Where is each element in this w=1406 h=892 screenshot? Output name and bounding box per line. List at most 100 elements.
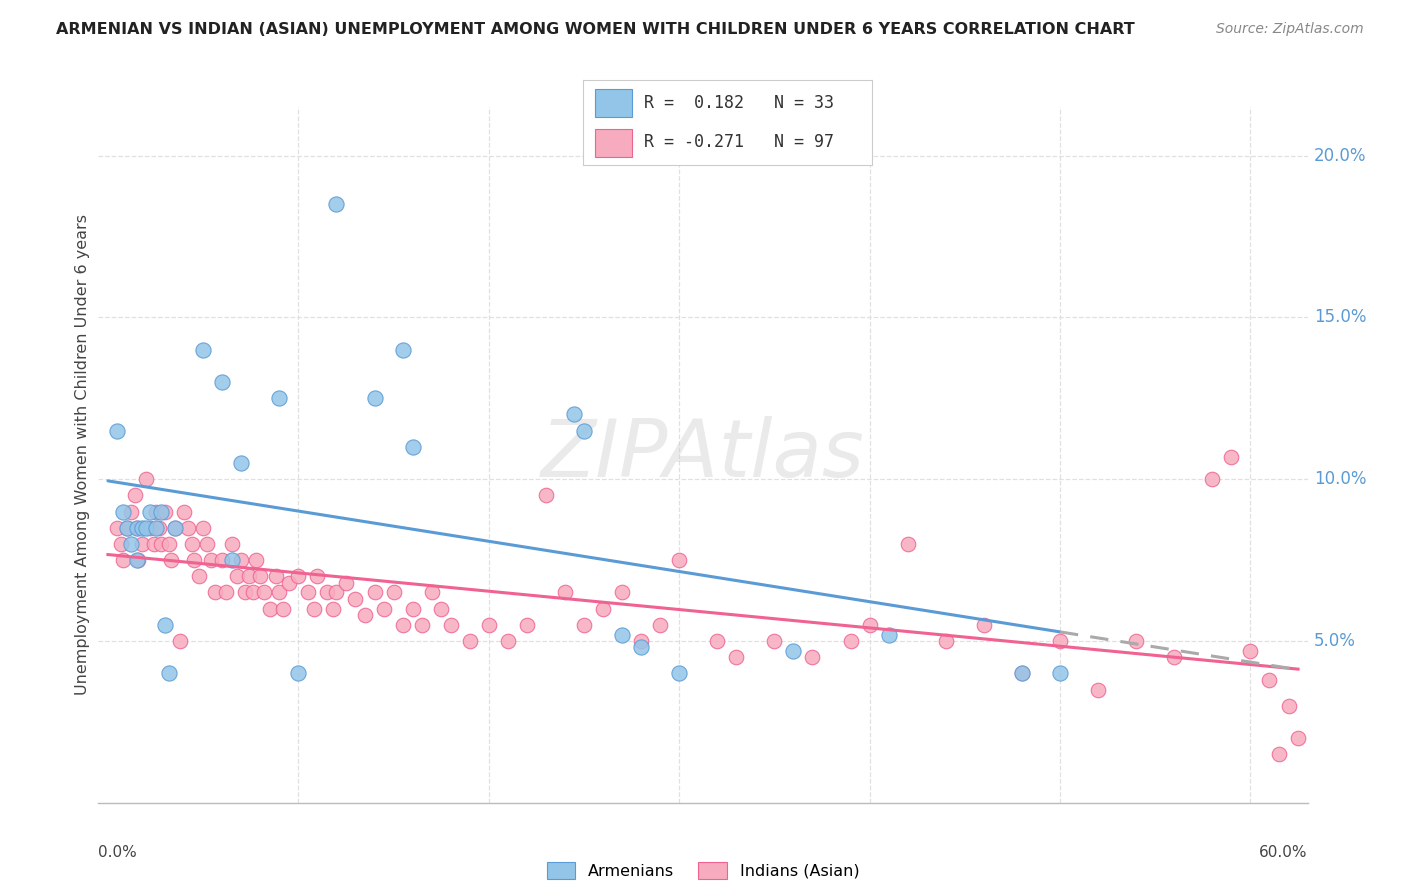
- Point: [322, 601, 344, 615]
- Point: [211, 553, 233, 567]
- Point: [269, 392, 291, 406]
- Point: [1049, 634, 1071, 648]
- Point: [392, 617, 415, 632]
- Text: R =  0.182   N = 33: R = 0.182 N = 33: [644, 94, 834, 112]
- Text: 10.0%: 10.0%: [1313, 470, 1367, 488]
- Point: [191, 521, 214, 535]
- Point: [335, 575, 357, 590]
- Point: [382, 585, 405, 599]
- Point: [125, 521, 148, 535]
- Point: [287, 569, 309, 583]
- Point: [401, 440, 423, 454]
- Point: [127, 553, 149, 567]
- Point: [1268, 747, 1291, 762]
- Point: [897, 537, 920, 551]
- Point: [163, 521, 186, 535]
- Text: ARMENIAN VS INDIAN (ASIAN) UNEMPLOYMENT AMONG WOMEN WITH CHILDREN UNDER 6 YEARS : ARMENIAN VS INDIAN (ASIAN) UNEMPLOYMENT …: [56, 22, 1135, 37]
- Bar: [595, 89, 633, 117]
- Point: [316, 585, 339, 599]
- Point: [233, 585, 256, 599]
- Point: [302, 601, 325, 615]
- Point: [325, 585, 347, 599]
- Point: [238, 569, 260, 583]
- Point: [110, 537, 132, 551]
- Point: [564, 408, 586, 422]
- Text: 0.0%: 0.0%: [98, 845, 138, 860]
- Point: [242, 585, 264, 599]
- Point: [297, 585, 319, 599]
- Point: [269, 585, 291, 599]
- Text: 15.0%: 15.0%: [1313, 309, 1367, 326]
- Point: [221, 553, 243, 567]
- Point: [131, 521, 153, 535]
- Point: [458, 634, 481, 648]
- Point: [534, 488, 557, 502]
- Point: [1049, 666, 1071, 681]
- Point: [145, 504, 167, 518]
- Point: [215, 585, 238, 599]
- Point: [259, 601, 281, 615]
- Point: [1125, 634, 1147, 648]
- Point: [145, 521, 167, 535]
- Point: [115, 521, 138, 535]
- Point: [1087, 682, 1109, 697]
- Point: [183, 553, 205, 567]
- Point: [245, 553, 267, 567]
- Point: [177, 521, 200, 535]
- Point: [112, 553, 135, 567]
- Legend: Armenians, Indians (Asian): Armenians, Indians (Asian): [540, 856, 866, 885]
- Point: [180, 537, 202, 551]
- Point: [572, 617, 595, 632]
- Point: [125, 553, 148, 567]
- Point: [153, 617, 176, 632]
- Point: [163, 521, 186, 535]
- Point: [277, 575, 299, 590]
- Point: [554, 585, 576, 599]
- Point: [1220, 450, 1243, 464]
- Point: [150, 537, 173, 551]
- Point: [706, 634, 728, 648]
- Point: [344, 591, 367, 606]
- Point: [411, 617, 433, 632]
- Text: Source: ZipAtlas.com: Source: ZipAtlas.com: [1216, 22, 1364, 37]
- Point: [610, 627, 633, 641]
- Point: [363, 392, 385, 406]
- Point: [124, 488, 146, 502]
- Point: [630, 640, 652, 655]
- Point: [135, 521, 157, 535]
- Point: [1258, 673, 1281, 687]
- Text: R = -0.271   N = 97: R = -0.271 N = 97: [644, 133, 834, 151]
- Point: [592, 601, 614, 615]
- Point: [877, 627, 900, 641]
- Point: [195, 537, 218, 551]
- Point: [188, 569, 211, 583]
- Point: [430, 601, 453, 615]
- Point: [478, 617, 501, 632]
- Point: [169, 634, 191, 648]
- Point: [725, 650, 748, 665]
- Point: [630, 634, 652, 648]
- Point: [516, 617, 538, 632]
- Point: [859, 617, 882, 632]
- Point: [307, 569, 329, 583]
- Point: [973, 617, 995, 632]
- Point: [401, 601, 423, 615]
- Point: [572, 424, 595, 438]
- Point: [1277, 698, 1299, 713]
- Point: [120, 504, 142, 518]
- Point: [173, 504, 195, 518]
- Point: [231, 456, 253, 470]
- Point: [157, 537, 180, 551]
- Y-axis label: Unemployment Among Women with Children Under 6 years: Unemployment Among Women with Children U…: [75, 214, 90, 696]
- Point: [135, 472, 157, 486]
- Point: [153, 504, 176, 518]
- Point: [157, 666, 180, 681]
- Point: [801, 650, 824, 665]
- Point: [1239, 643, 1261, 657]
- Point: [420, 585, 443, 599]
- Text: 20.0%: 20.0%: [1313, 146, 1367, 165]
- Point: [249, 569, 271, 583]
- Point: [112, 504, 135, 518]
- Point: [115, 521, 138, 535]
- Point: [107, 424, 129, 438]
